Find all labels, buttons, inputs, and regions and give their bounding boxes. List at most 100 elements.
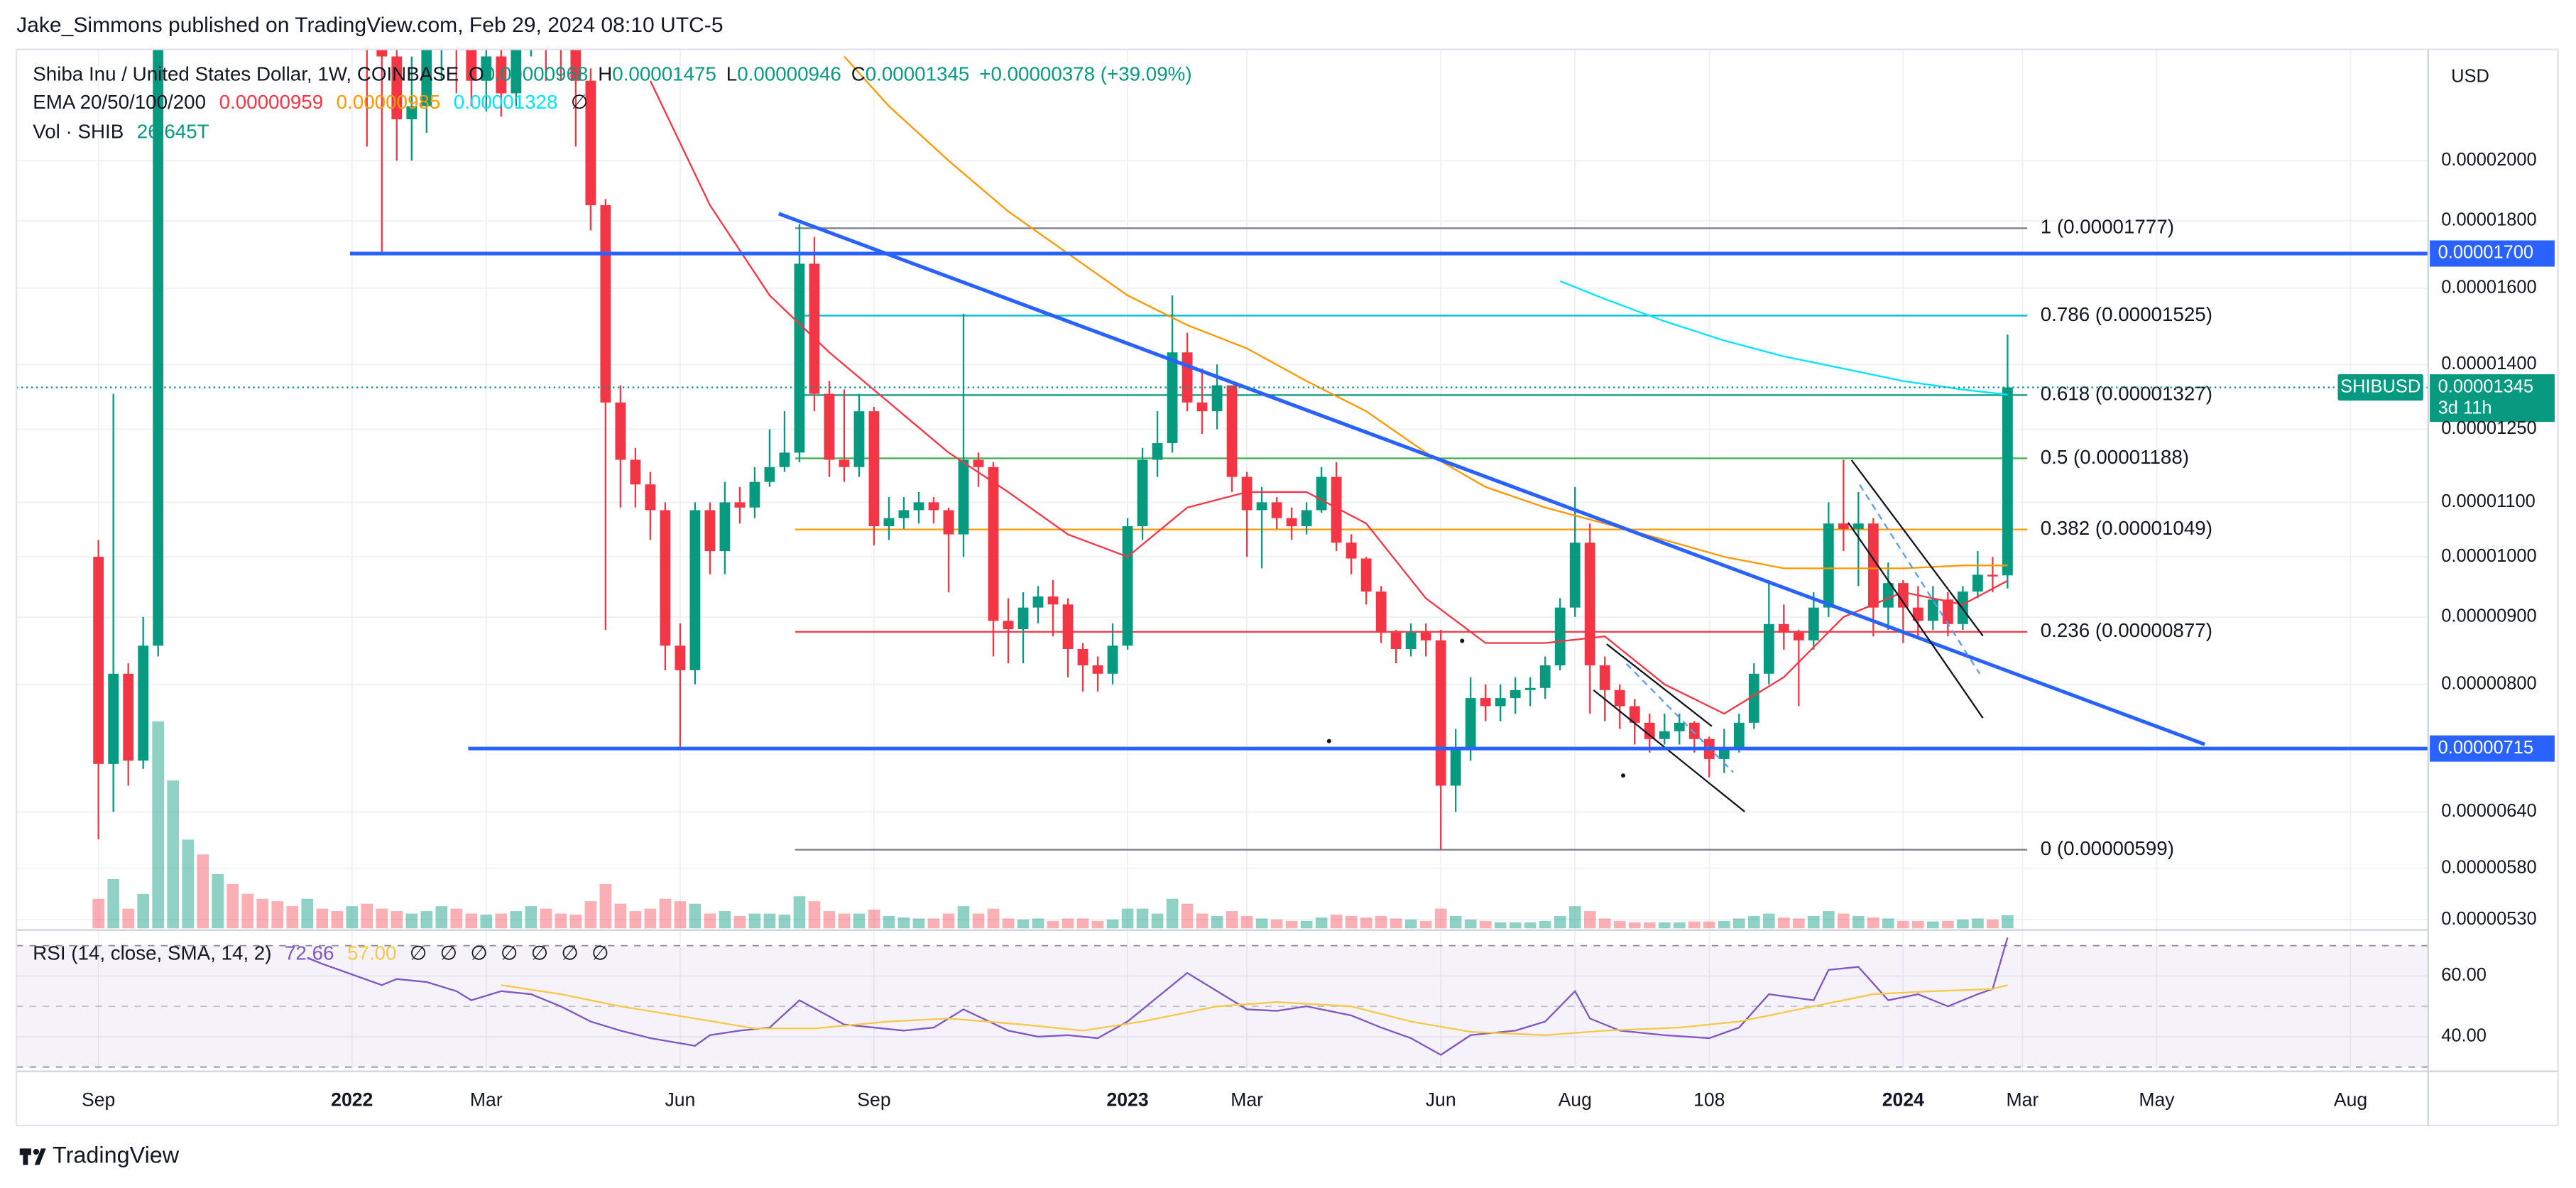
candle-body [1465,698,1476,748]
candle-body [1510,690,1521,699]
candle-body [749,481,760,508]
candle-body [1241,476,1252,511]
candle-body [421,49,432,107]
volume-bar [704,913,716,929]
volume-bar [1061,918,1074,929]
volume-bar [376,908,388,929]
y-tick-label: 0.00000800 [2441,673,2536,693]
countdown: 3d 11h [2438,398,2492,418]
symbol: Shiba Inu / United States Dollar, 1W, CO… [33,63,459,85]
volume-bar [1852,916,1865,929]
candle-body [1852,523,1864,529]
volume-bar [778,914,791,929]
candle-body [1674,722,1685,731]
y-tick-label: 0.00001400 [2441,354,2536,374]
volume-bar [1583,911,1596,929]
candle-body [466,49,477,81]
ohlc-key: H [598,63,612,85]
candle-body [406,106,417,120]
volume-bar [510,911,523,929]
volume-bar [912,918,925,929]
candle-body [1912,607,1923,621]
candle-body [600,205,611,403]
candle-body [839,459,850,467]
candle-body [1152,443,1163,460]
candle-body [1390,632,1402,649]
candle-body [2002,387,2013,576]
fib-label: 0.786 (0.00001525) [2041,303,2212,325]
volume-bar [1554,916,1566,929]
volume-bar [1151,913,1164,929]
candle-body [511,49,522,94]
candle-body [1181,352,1193,403]
volume-bar [1449,916,1462,929]
candle-body [1882,583,1894,608]
candle-body [1688,722,1700,739]
candle-body [138,645,149,761]
candle-body [988,467,999,621]
y-tick-label: 0.00001600 [2441,278,2536,298]
volume-bar [1897,920,1909,929]
volume-bar [1464,919,1477,929]
volume-bar [495,913,508,929]
published-line: Jake_Simmons published on TradingView.co… [16,13,723,37]
ema-line [649,80,2008,715]
projection-line [1859,484,1981,675]
dot [1326,739,1331,743]
y-tick-label: 0.00002000 [2441,150,2536,170]
volume-bar [1076,918,1089,929]
rsi-empty: ∅ [591,942,608,964]
volume-bar [644,908,657,929]
trendline [777,212,2205,746]
rsi-line [501,984,2008,1036]
ohlc-value: 0.00000946 [737,63,841,85]
volume-bar [1987,919,1999,929]
volume-bar [1568,906,1581,929]
candle-body [794,263,805,453]
volume-bar [1867,917,1879,929]
volume-bar [1972,918,1984,929]
candle-body [704,510,716,552]
candle-body [1987,574,1998,577]
volume-bar [1509,922,1522,929]
channel-line [1850,459,1984,637]
candle-body [1480,698,1491,707]
rsi-empty: ∅ [501,942,518,964]
volume-bar [1255,918,1268,929]
volume-legend: Vol · SHIB 26.645T [33,121,209,143]
volume-bar [1957,919,1969,929]
rsi-empty: ∅ [440,942,457,964]
volume-bar [271,901,284,929]
ema-value: 0.00000959 [219,91,324,113]
fib-label: 1 (0.00001777) [2041,216,2174,238]
candle-body [93,557,104,764]
volume-bar [555,913,567,929]
rsi-empty: ∅ [561,942,578,964]
ohlc-key: O [469,63,484,85]
candle-body [1867,523,1879,608]
volume-bar [659,898,672,929]
volume-bar [897,917,910,929]
ohlc-value: 0.00001345 [866,63,970,85]
volume-bar [1643,922,1656,929]
candle-body [928,502,939,511]
candle-body [645,484,656,511]
volume-bar [1882,918,1894,929]
candle-body [1211,385,1223,412]
candle-body [1927,599,1938,621]
candle-body [1286,518,1297,527]
volume-bar [331,911,344,929]
volume-bar [316,908,329,929]
x-tick-label: Sep [857,1089,890,1110]
volume-bar [1524,922,1537,929]
candle-body [660,510,671,646]
volume-bar [838,913,851,929]
volume-bar [286,906,299,929]
candle-body [1301,510,1312,527]
ema-value: 0.00000985 [337,91,441,113]
x-tick-label: 2023 [1106,1089,1148,1110]
volume-value: 26.645T [137,121,209,143]
volume-bar [1360,917,1372,929]
volume-bar [1479,920,1492,929]
